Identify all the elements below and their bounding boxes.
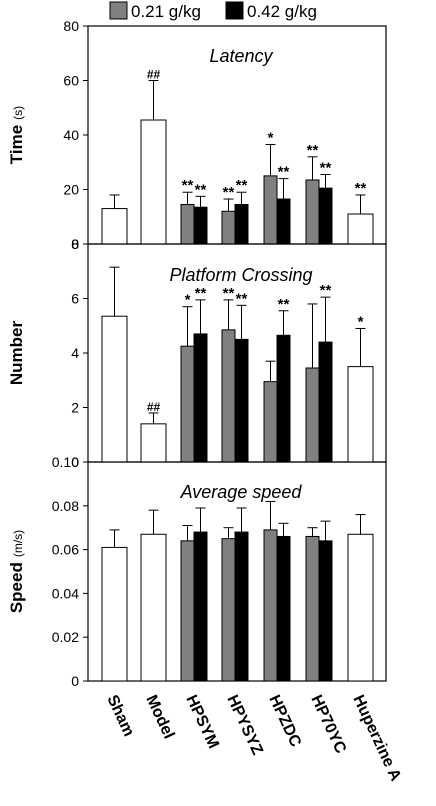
bar-sham [101, 208, 128, 245]
y-tick-label: 6 [71, 291, 79, 307]
y-tick-label: 0.04 [52, 585, 79, 601]
bar-hpsym [193, 333, 208, 463]
panel-title: Average speed [180, 482, 303, 502]
x-tick-label: HPZDC [265, 693, 304, 751]
y-tick-label: 80 [63, 18, 79, 34]
bar-model [140, 533, 167, 682]
x-tick-label: Huperzine A [349, 693, 404, 785]
significance-label: ** [223, 285, 235, 302]
bar-hpzdc [263, 529, 278, 682]
significance-label: ## [147, 400, 161, 414]
significance-label: ** [195, 285, 207, 302]
legend-label-0.42: 0.42 g/kg [247, 2, 317, 21]
significance-label: ## [147, 68, 161, 82]
panel-title: Platform Crossing [169, 265, 312, 285]
bar-hpzdc [276, 535, 291, 682]
y-axis-label: Time(s) [7, 106, 26, 164]
significance-label: ** [236, 290, 248, 307]
bar-hpsym [193, 206, 208, 245]
significance-label: ** [320, 160, 332, 177]
bar-huperzine-a [347, 213, 374, 245]
y-tick-label: 0.06 [52, 542, 79, 558]
legend-swatch-0.42 [225, 1, 244, 20]
y-tick-label: 40 [63, 127, 79, 143]
significance-label: * [185, 292, 191, 309]
bar-hpysyz [221, 210, 236, 245]
bar-sham [101, 546, 128, 682]
bar-hpsym [193, 531, 208, 682]
panel-3: Average speed 0 0.02 0.04 0.06 0.08 0.10 Speed(… [7, 454, 387, 689]
y-axis-label: Number [7, 321, 26, 386]
x-tick-label: Model [142, 693, 177, 742]
bar-hpysyz [234, 338, 249, 463]
significance-label: ** [223, 184, 235, 201]
significance-label: * [268, 130, 274, 147]
significance-label: ** [195, 181, 207, 198]
significance-label: ** [236, 177, 248, 194]
y-axis-label: Speed(m/s) [7, 530, 26, 613]
y-tick-label: 0.02 [52, 629, 79, 645]
bar-huperzine-a [347, 366, 374, 463]
bar-hpzdc [263, 381, 278, 463]
y-tick-label: 0 [71, 673, 79, 689]
bar-hp70yc [305, 179, 320, 245]
bar-hpsym [180, 540, 195, 682]
y-tick-label: 0 [71, 236, 79, 252]
legend-label-0.21: 0.21 g/kg [131, 2, 201, 21]
bar-hpysyz [234, 531, 249, 682]
bar-hpzdc [276, 334, 291, 463]
bar-hpysyz [221, 329, 236, 463]
bar-hp70yc [305, 367, 320, 463]
bar-hp70yc [318, 341, 333, 463]
bar-hp70yc [305, 535, 320, 682]
legend: 0.21 g/kg 0.42 g/kg [109, 1, 317, 21]
significance-label: ** [320, 282, 332, 299]
bar-hpzdc [276, 198, 291, 245]
x-tick-label: HPYSYZ [223, 693, 266, 758]
y-tick-label: 4 [71, 345, 79, 361]
bar-hpsym [180, 345, 195, 463]
x-tick-label: Sham [103, 693, 137, 740]
bar-hp70yc [318, 540, 333, 682]
x-tick-label: HPSYM [182, 693, 221, 752]
significance-label: ** [182, 177, 194, 194]
bar-hpysyz [221, 538, 236, 682]
y-tick-label: 0 [71, 454, 79, 470]
bar-sham [101, 315, 128, 463]
y-tick-label: 20 [63, 182, 79, 198]
significance-label: ** [278, 296, 290, 313]
bar-hpsym [180, 203, 195, 245]
y-tick-label: 60 [63, 73, 79, 89]
y-tick-label: 0.10 [52, 454, 79, 470]
legend-swatch-0.21 [109, 1, 128, 20]
significance-label: ** [278, 164, 290, 181]
significance-label: * [358, 313, 364, 330]
bar-hpysyz [234, 203, 249, 245]
bar-hp70yc [318, 187, 333, 245]
bar-model [140, 119, 167, 245]
x-tick-label: HP70YC [307, 693, 349, 757]
bar-huperzine-a [347, 533, 374, 682]
panel-title: Latency [209, 46, 273, 66]
y-tick-label: 8 [71, 236, 79, 252]
significance-label: ** [307, 142, 319, 159]
y-tick-label: 0.08 [52, 498, 79, 514]
significance-label: ** [355, 180, 367, 197]
bar-model [140, 423, 167, 463]
bar-hpzdc [263, 175, 278, 245]
y-tick-label: 2 [71, 400, 79, 416]
x-axis-labels: Sham Model HPSYM HPYSYZ HPZDC HP70YC Huperzine… [103, 693, 404, 785]
